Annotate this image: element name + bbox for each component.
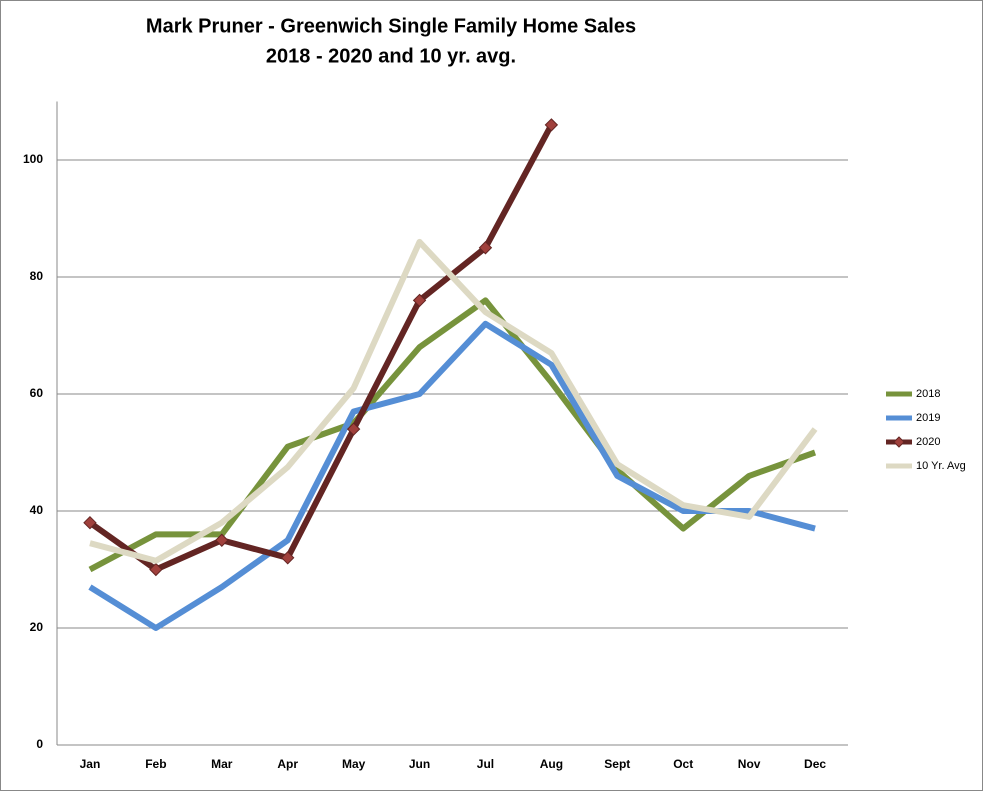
x-tick-label: Jan xyxy=(80,757,101,771)
x-tick-label: Nov xyxy=(738,757,761,771)
marker xyxy=(544,118,559,132)
x-tick-label: Feb xyxy=(145,757,166,771)
x-tick-label: Jun xyxy=(409,757,430,771)
marker xyxy=(149,562,163,577)
marker xyxy=(412,293,427,308)
chart-title: Mark Pruner - Greenwich Single Family Ho… xyxy=(146,15,636,37)
legend-marker xyxy=(893,436,905,448)
x-tick-label: Dec xyxy=(804,757,826,771)
x-tick-label: Oct xyxy=(673,757,693,771)
x-tick-label: Mar xyxy=(211,757,233,771)
x-tick-label: Sept xyxy=(604,757,630,771)
legend-label: 10 Yr. Avg xyxy=(916,460,966,472)
marker xyxy=(83,515,97,530)
marker xyxy=(478,241,493,255)
x-tick-label: May xyxy=(342,757,366,771)
x-tick-label: Jul xyxy=(477,757,494,771)
legend-label: 2018 xyxy=(916,388,940,400)
y-tick-label: 40 xyxy=(30,503,44,517)
y-tick-label: 80 xyxy=(30,269,44,283)
legend-label: 2019 xyxy=(916,412,940,424)
legend-label: 2020 xyxy=(916,436,940,448)
marker xyxy=(346,422,361,436)
y-tick-label: 60 xyxy=(30,386,44,400)
marker xyxy=(281,551,295,565)
line-series xyxy=(89,238,818,564)
x-tick-label: Apr xyxy=(277,757,298,771)
line-series xyxy=(88,123,555,573)
y-tick-label: 0 xyxy=(36,737,43,751)
x-tick-label: Aug xyxy=(540,757,563,771)
line-series xyxy=(88,320,816,631)
chart-subtitle: 2018 - 2020 and 10 yr. avg. xyxy=(266,45,516,67)
line-series xyxy=(88,297,817,573)
marker xyxy=(215,533,229,547)
y-tick-label: 100 xyxy=(23,152,43,166)
y-tick-label: 20 xyxy=(30,620,44,634)
